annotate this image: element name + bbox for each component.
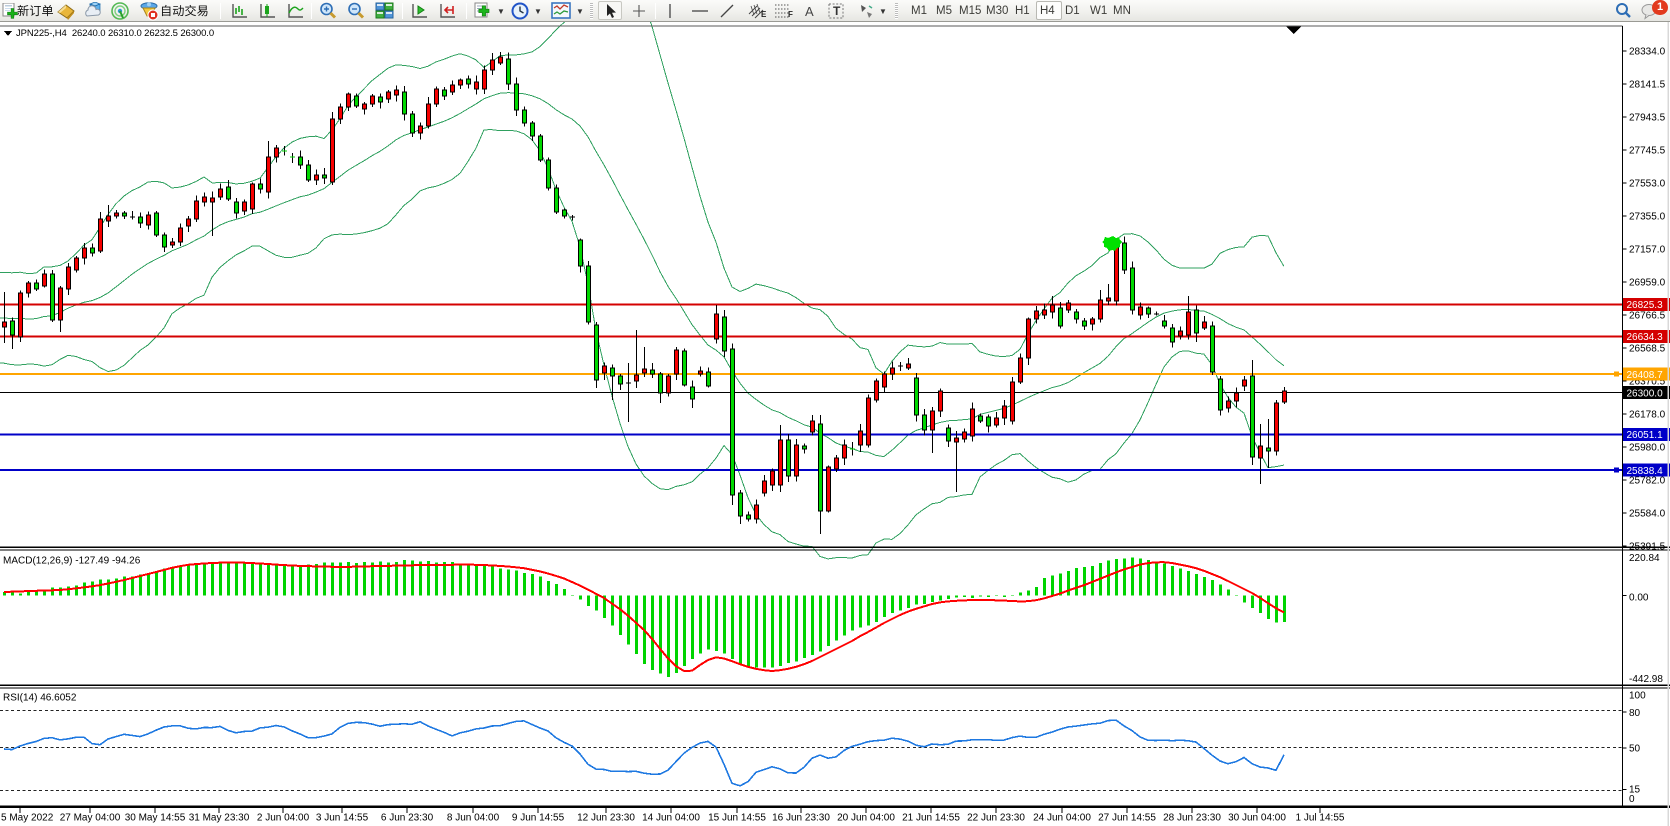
svg-text:-442.98: -442.98	[1629, 674, 1663, 685]
svg-text:20 Jun 04:00: 20 Jun 04:00	[837, 813, 895, 824]
svg-text:15: 15	[1629, 784, 1641, 795]
svg-text:24 Jun 04:00: 24 Jun 04:00	[1033, 813, 1091, 824]
svg-text:0: 0	[1629, 794, 1635, 805]
svg-text:25782.0: 25782.0	[1629, 476, 1666, 487]
svg-text:3 Jun 14:55: 3 Jun 14:55	[316, 813, 369, 824]
svg-text:27745.5: 27745.5	[1629, 146, 1666, 157]
svg-text:26408.7: 26408.7	[1627, 370, 1664, 381]
svg-text:26300.0: 26300.0	[1627, 388, 1664, 399]
svg-text:27553.0: 27553.0	[1629, 179, 1666, 190]
svg-text:2 Jun 04:00: 2 Jun 04:00	[257, 813, 310, 824]
svg-text:28141.5: 28141.5	[1629, 80, 1666, 91]
svg-text:26959.0: 26959.0	[1629, 278, 1666, 289]
svg-text:100: 100	[1629, 691, 1646, 702]
svg-text:26634.3: 26634.3	[1627, 332, 1664, 343]
svg-text:30 Jun 04:00: 30 Jun 04:00	[1228, 813, 1286, 824]
svg-text:30 May 14:55: 30 May 14:55	[125, 813, 186, 824]
svg-text:27943.5: 27943.5	[1629, 113, 1666, 124]
svg-text:25391.5: 25391.5	[1629, 542, 1666, 553]
svg-text:6 Jun 23:30: 6 Jun 23:30	[381, 813, 434, 824]
svg-text:220.84: 220.84	[1629, 553, 1660, 564]
svg-text:1 Jul 14:55: 1 Jul 14:55	[1296, 813, 1345, 824]
svg-text:27157.0: 27157.0	[1629, 245, 1666, 256]
svg-text:31 May 23:30: 31 May 23:30	[189, 813, 250, 824]
svg-text:28 Jun 23:30: 28 Jun 23:30	[1163, 813, 1221, 824]
svg-text:26825.3: 26825.3	[1627, 300, 1664, 311]
svg-text:JPN225-,H4 26240.0 26310.0 26: JPN225-,H4 26240.0 26310.0 26232.5 26300…	[16, 28, 214, 39]
svg-text:26370.5: 26370.5	[1629, 377, 1666, 388]
svg-text:8 Jun 04:00: 8 Jun 04:00	[447, 813, 500, 824]
svg-text:50: 50	[1629, 743, 1641, 754]
svg-text:27 May 04:00: 27 May 04:00	[60, 813, 121, 824]
svg-text:25584.0: 25584.0	[1629, 509, 1666, 520]
svg-text:26766.5: 26766.5	[1629, 311, 1666, 322]
svg-text:25838.4: 25838.4	[1627, 466, 1664, 477]
svg-text:RSI(14) 46.6052: RSI(14) 46.6052	[3, 693, 77, 704]
svg-text:9 Jun 14:55: 9 Jun 14:55	[512, 813, 565, 824]
svg-text:27355.0: 27355.0	[1629, 212, 1666, 223]
svg-text:26178.0: 26178.0	[1629, 410, 1666, 421]
svg-text:5 May 2022: 5 May 2022	[1, 813, 54, 824]
svg-text:16 Jun 23:30: 16 Jun 23:30	[772, 813, 830, 824]
svg-text:14 Jun 04:00: 14 Jun 04:00	[642, 813, 700, 824]
svg-text:0.00: 0.00	[1629, 593, 1649, 604]
svg-text:28334.0: 28334.0	[1629, 47, 1666, 58]
svg-text:25980.0: 25980.0	[1629, 443, 1666, 454]
svg-text:12 Jun 23:30: 12 Jun 23:30	[577, 813, 635, 824]
svg-text:21 Jun 14:55: 21 Jun 14:55	[902, 813, 960, 824]
svg-text:26568.5: 26568.5	[1629, 344, 1666, 355]
svg-text:27 Jun 14:55: 27 Jun 14:55	[1098, 813, 1156, 824]
svg-text:80: 80	[1629, 708, 1641, 719]
svg-text:26051.1: 26051.1	[1627, 430, 1664, 441]
svg-text:22 Jun 23:30: 22 Jun 23:30	[967, 813, 1025, 824]
svg-text:15 Jun 14:55: 15 Jun 14:55	[708, 813, 766, 824]
svg-text:MACD(12,26,9) -127.49 -94.26: MACD(12,26,9) -127.49 -94.26	[3, 556, 141, 567]
